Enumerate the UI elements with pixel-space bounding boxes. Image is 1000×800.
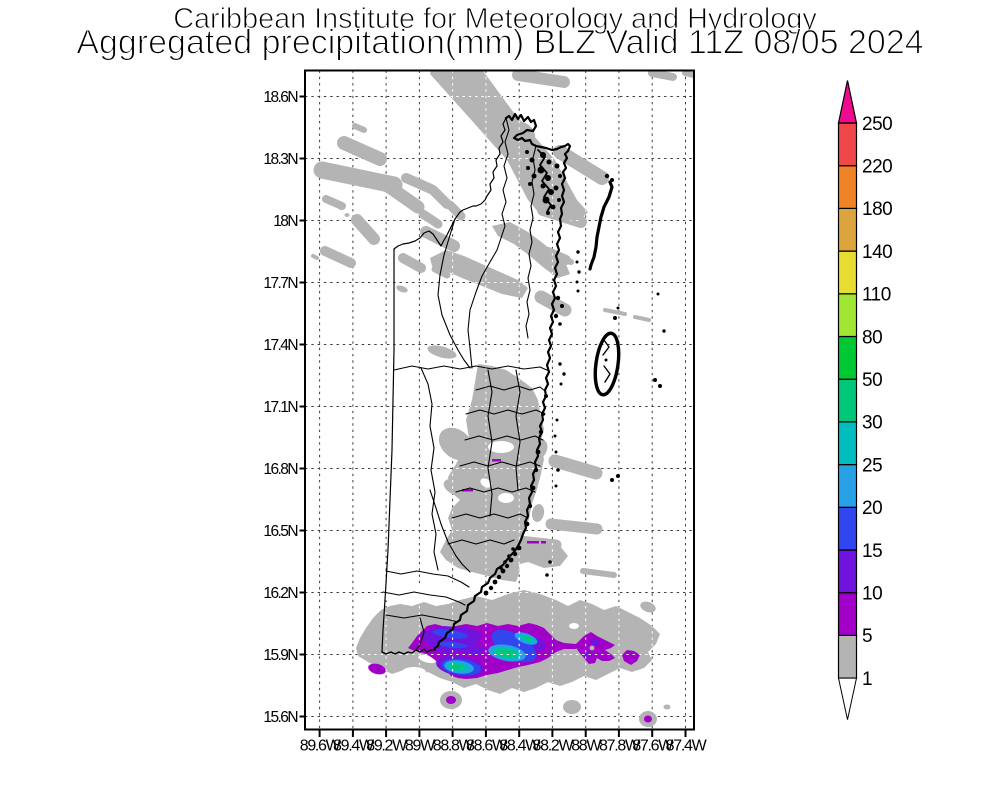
- svg-text:88W: 88W: [571, 738, 602, 755]
- svg-text:25: 25: [862, 455, 882, 476]
- svg-text:250: 250: [862, 114, 892, 135]
- svg-text:88.8W: 88.8W: [433, 738, 475, 755]
- svg-text:220: 220: [862, 157, 892, 178]
- svg-text:16.2N: 16.2N: [263, 585, 297, 602]
- svg-text:88.2W: 88.2W: [533, 738, 575, 755]
- svg-text:15.6N: 15.6N: [263, 709, 297, 726]
- svg-text:18N: 18N: [273, 213, 297, 230]
- svg-text:80: 80: [862, 327, 882, 348]
- svg-text:89.2W: 89.2W: [366, 738, 408, 755]
- svg-text:89.4W: 89.4W: [333, 738, 375, 755]
- svg-text:87.4W: 87.4W: [666, 738, 708, 755]
- svg-text:15: 15: [862, 541, 882, 562]
- svg-text:88.6W: 88.6W: [466, 738, 508, 755]
- svg-text:18.3N: 18.3N: [263, 151, 297, 168]
- svg-text:87.6W: 87.6W: [632, 738, 674, 755]
- svg-text:89W: 89W: [405, 738, 436, 755]
- svg-text:140: 140: [862, 242, 892, 263]
- svg-text:89.6W: 89.6W: [300, 738, 342, 755]
- svg-text:10: 10: [862, 584, 882, 605]
- svg-text:110: 110: [862, 285, 891, 306]
- svg-text:5: 5: [862, 626, 872, 647]
- svg-text:15.9N: 15.9N: [263, 647, 297, 664]
- svg-text:17.7N: 17.7N: [263, 275, 297, 292]
- svg-text:1: 1: [862, 669, 872, 690]
- svg-text:17.1N: 17.1N: [263, 399, 297, 416]
- svg-text:30: 30: [862, 413, 882, 434]
- svg-text:Aggregated precipitation(mm) B: Aggregated precipitation(mm) BLZ Valid 1…: [76, 24, 923, 62]
- svg-text:Caribbean Institute for Meteor: Caribbean Institute for Meteorology and …: [173, 3, 817, 35]
- svg-text:16.5N: 16.5N: [263, 523, 297, 540]
- svg-text:88.4W: 88.4W: [499, 738, 541, 755]
- svg-text:16.8N: 16.8N: [263, 461, 297, 478]
- svg-text:180: 180: [862, 199, 892, 220]
- svg-text:17.4N: 17.4N: [263, 337, 297, 354]
- svg-text:20: 20: [862, 498, 882, 519]
- svg-text:87.8W: 87.8W: [599, 738, 641, 755]
- svg-text:50: 50: [862, 370, 882, 391]
- svg-text:18.6N: 18.6N: [263, 89, 297, 106]
